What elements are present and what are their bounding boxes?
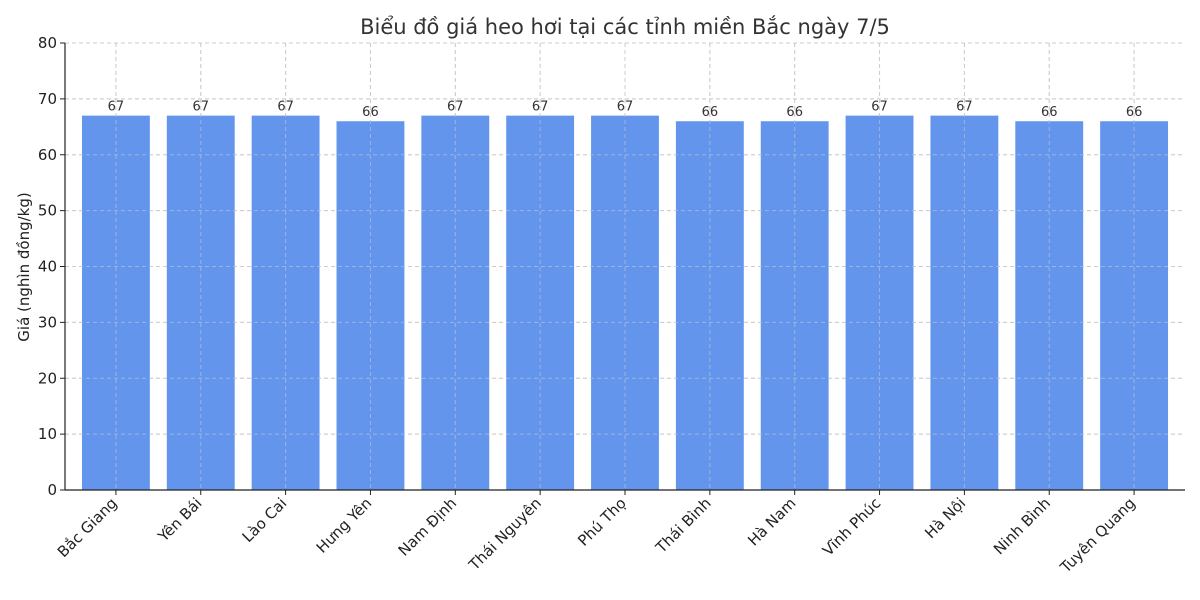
y-tick-label: 70 — [38, 90, 57, 108]
y-tick-label: 30 — [38, 313, 57, 331]
x-tick-label: Tuyên Quang — [1056, 494, 1139, 577]
y-tick-label: 60 — [38, 146, 57, 164]
axes — [60, 42, 1185, 495]
y-tick-label: 20 — [38, 369, 57, 387]
x-tick-label: Thái Bình — [652, 494, 715, 557]
bars — [65, 42, 1185, 490]
bar-value-label: 67 — [447, 100, 464, 115]
bar-value-label: 67 — [956, 100, 973, 115]
y-tick-label: 80 — [38, 34, 57, 52]
y-axis-label: Giá (nghìn đồng/kg) — [15, 192, 33, 341]
x-tick-label: Vĩnh Phúc — [819, 494, 884, 559]
y-tick-label: 40 — [38, 258, 57, 276]
bar-value-label: 67 — [108, 100, 125, 115]
y-tick-label: 50 — [38, 202, 57, 220]
bar-value-label: 66 — [786, 105, 803, 120]
bar-value-label: 66 — [702, 105, 719, 120]
bar-value-label: 67 — [871, 100, 888, 115]
x-tick-label: Thái Nguyên — [465, 494, 545, 574]
x-tick-label: Bắc Giang — [54, 494, 121, 561]
x-tick-label: Hà Nam — [744, 494, 799, 549]
bar-value-label: 66 — [362, 105, 379, 120]
chart-title: Biểu đồ giá heo hơi tại các tỉnh miền Bắ… — [360, 15, 890, 39]
bar-value-label: 67 — [192, 100, 209, 115]
bar-value-label: 67 — [277, 100, 294, 115]
x-tick-label: Hưng Yên — [313, 494, 376, 557]
x-tick-label: Nam Định — [395, 494, 460, 559]
bar-value-label: 67 — [617, 100, 634, 115]
bar-value-label: 66 — [1041, 105, 1058, 120]
bar-value-label: 66 — [1126, 105, 1143, 120]
y-tick-label: 10 — [38, 425, 57, 443]
x-tick-label: Ninh Bình — [990, 494, 1054, 558]
bar-value-label: 67 — [532, 100, 549, 115]
y-tick-label: 0 — [47, 481, 57, 499]
x-tick-label: Yên Bái — [154, 494, 206, 546]
x-tick-label: Hà Nội — [921, 494, 969, 542]
x-tick-label: Phú Thọ — [574, 494, 630, 550]
x-tick-label: Lào Cai — [239, 494, 291, 546]
